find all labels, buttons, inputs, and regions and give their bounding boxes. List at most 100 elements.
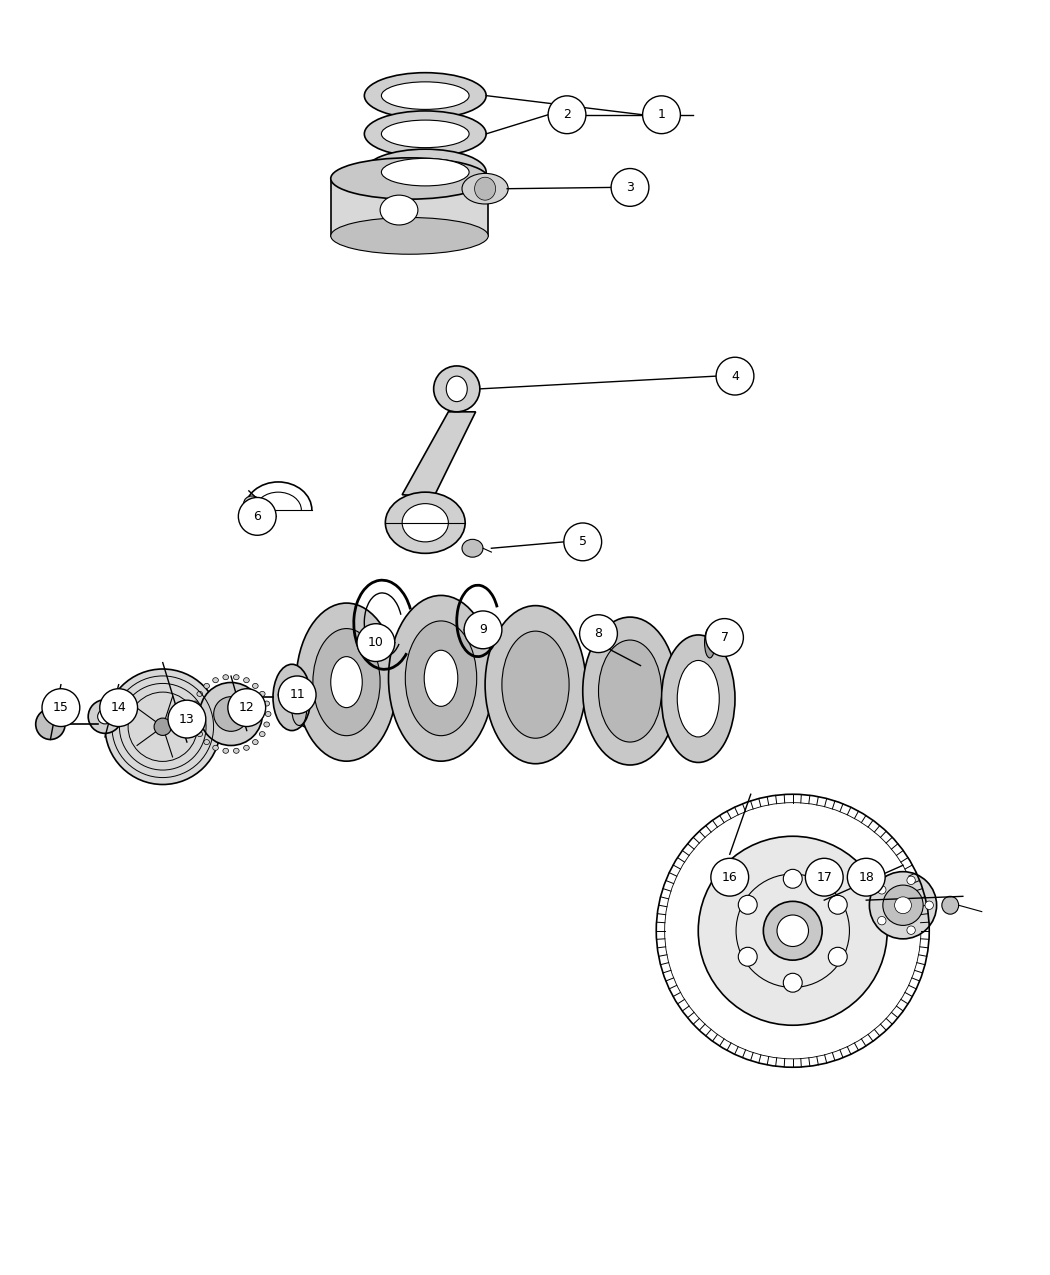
Ellipse shape bbox=[925, 901, 933, 909]
Ellipse shape bbox=[907, 926, 916, 935]
Text: 8: 8 bbox=[594, 627, 603, 640]
Text: 9: 9 bbox=[479, 623, 487, 636]
Ellipse shape bbox=[705, 627, 715, 658]
Ellipse shape bbox=[828, 895, 847, 914]
Ellipse shape bbox=[611, 168, 649, 207]
Ellipse shape bbox=[783, 870, 802, 889]
Ellipse shape bbox=[763, 901, 822, 960]
Ellipse shape bbox=[381, 120, 469, 148]
Ellipse shape bbox=[223, 748, 229, 754]
Ellipse shape bbox=[292, 695, 307, 725]
Ellipse shape bbox=[883, 885, 923, 926]
Ellipse shape bbox=[364, 73, 486, 119]
Ellipse shape bbox=[716, 357, 754, 395]
Ellipse shape bbox=[313, 629, 380, 736]
Ellipse shape bbox=[485, 606, 586, 764]
Ellipse shape bbox=[214, 696, 248, 732]
Text: 1: 1 bbox=[657, 108, 666, 121]
Ellipse shape bbox=[252, 683, 258, 689]
Polygon shape bbox=[648, 691, 677, 708]
Polygon shape bbox=[281, 663, 331, 727]
Text: 14: 14 bbox=[111, 701, 127, 714]
Ellipse shape bbox=[462, 173, 508, 204]
Ellipse shape bbox=[711, 858, 749, 896]
Ellipse shape bbox=[385, 492, 465, 553]
Ellipse shape bbox=[942, 896, 959, 914]
Ellipse shape bbox=[548, 96, 586, 134]
Text: 2: 2 bbox=[563, 108, 571, 121]
Ellipse shape bbox=[895, 896, 911, 914]
Ellipse shape bbox=[598, 640, 662, 742]
Ellipse shape bbox=[192, 701, 198, 706]
Ellipse shape bbox=[331, 657, 362, 708]
Ellipse shape bbox=[405, 621, 477, 736]
Ellipse shape bbox=[580, 615, 617, 653]
Ellipse shape bbox=[380, 195, 418, 224]
Ellipse shape bbox=[197, 691, 203, 696]
Ellipse shape bbox=[783, 973, 802, 992]
Ellipse shape bbox=[259, 732, 265, 737]
Text: 4: 4 bbox=[731, 370, 739, 382]
Ellipse shape bbox=[233, 674, 239, 680]
Ellipse shape bbox=[98, 709, 112, 724]
Ellipse shape bbox=[462, 539, 483, 557]
Text: 12: 12 bbox=[239, 701, 254, 714]
Ellipse shape bbox=[331, 218, 488, 254]
Polygon shape bbox=[402, 412, 476, 497]
Ellipse shape bbox=[564, 523, 602, 561]
Text: 7: 7 bbox=[720, 631, 729, 644]
Ellipse shape bbox=[364, 111, 486, 157]
Ellipse shape bbox=[878, 917, 886, 924]
Ellipse shape bbox=[273, 664, 311, 731]
Ellipse shape bbox=[878, 886, 886, 894]
Ellipse shape bbox=[264, 701, 270, 706]
Ellipse shape bbox=[424, 650, 458, 706]
Ellipse shape bbox=[296, 603, 397, 761]
Ellipse shape bbox=[828, 947, 847, 966]
Ellipse shape bbox=[907, 876, 916, 885]
Ellipse shape bbox=[738, 947, 757, 966]
Ellipse shape bbox=[738, 895, 757, 914]
Ellipse shape bbox=[88, 700, 122, 733]
Ellipse shape bbox=[662, 635, 735, 762]
Text: 15: 15 bbox=[52, 701, 69, 714]
Ellipse shape bbox=[402, 504, 448, 542]
Ellipse shape bbox=[266, 711, 271, 717]
Ellipse shape bbox=[200, 682, 262, 746]
Text: 3: 3 bbox=[626, 181, 634, 194]
Ellipse shape bbox=[244, 678, 249, 682]
Text: 5: 5 bbox=[579, 536, 587, 548]
Ellipse shape bbox=[204, 683, 210, 689]
Ellipse shape bbox=[502, 631, 569, 738]
Ellipse shape bbox=[213, 678, 218, 682]
Ellipse shape bbox=[259, 691, 265, 696]
Polygon shape bbox=[462, 678, 523, 699]
Text: 16: 16 bbox=[722, 871, 737, 884]
Ellipse shape bbox=[278, 676, 316, 714]
Ellipse shape bbox=[464, 611, 502, 649]
Ellipse shape bbox=[154, 718, 171, 736]
Ellipse shape bbox=[244, 496, 260, 511]
Ellipse shape bbox=[233, 748, 239, 754]
Text: 6: 6 bbox=[253, 510, 261, 523]
Ellipse shape bbox=[434, 366, 480, 412]
Ellipse shape bbox=[677, 660, 719, 737]
Ellipse shape bbox=[869, 872, 937, 938]
Ellipse shape bbox=[706, 618, 743, 657]
Ellipse shape bbox=[223, 674, 229, 680]
Text: 10: 10 bbox=[368, 636, 384, 649]
Ellipse shape bbox=[583, 617, 677, 765]
Ellipse shape bbox=[100, 688, 138, 727]
Ellipse shape bbox=[381, 82, 469, 110]
Ellipse shape bbox=[192, 722, 198, 727]
Ellipse shape bbox=[228, 688, 266, 727]
Ellipse shape bbox=[204, 740, 210, 745]
Polygon shape bbox=[331, 179, 488, 236]
Text: 18: 18 bbox=[858, 871, 875, 884]
Ellipse shape bbox=[331, 158, 488, 199]
Text: 11: 11 bbox=[289, 688, 304, 701]
Ellipse shape bbox=[244, 746, 249, 750]
Text: 13: 13 bbox=[178, 713, 194, 725]
Ellipse shape bbox=[42, 688, 80, 727]
Polygon shape bbox=[562, 685, 619, 705]
